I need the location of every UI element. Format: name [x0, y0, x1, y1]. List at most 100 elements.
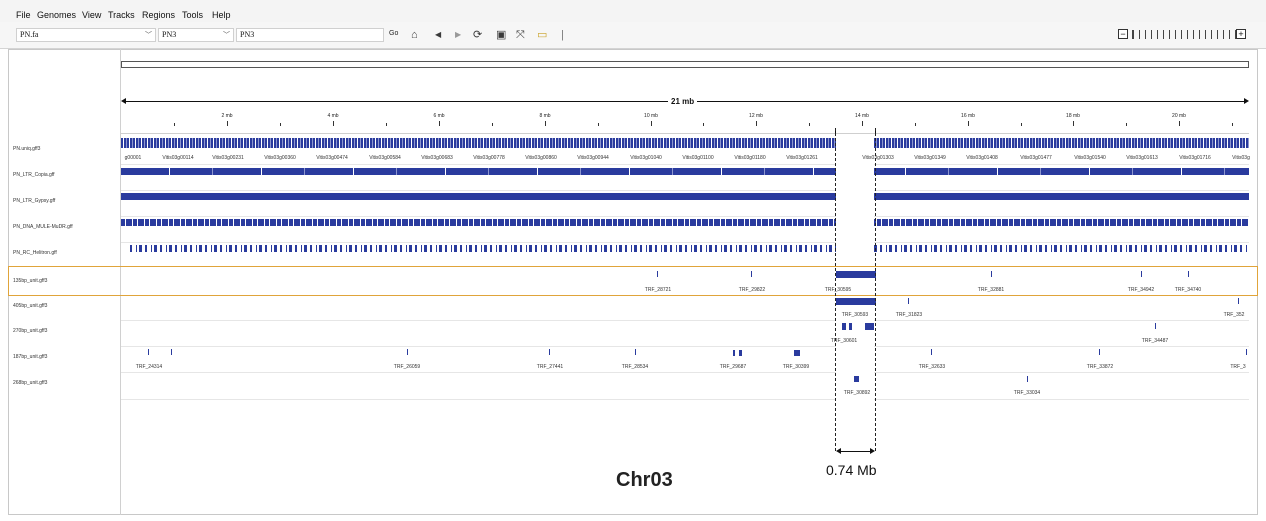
resize-icon[interactable]: ⤧	[516, 29, 525, 41]
track-separator	[121, 320, 1249, 321]
ruler-minor-tick	[1232, 123, 1233, 126]
menu-tracks[interactable]: Tracks	[108, 10, 135, 20]
gene-label: Vitis03g01180	[734, 155, 766, 161]
gene-label: Vitis03g00360	[264, 155, 296, 161]
ruler-tick-label: 14 mb	[855, 113, 869, 119]
chromosome-select[interactable]: PN3 ﹀	[158, 28, 234, 42]
feature-label: TRF_34487	[1141, 338, 1169, 344]
feature-mark[interactable]	[549, 349, 550, 355]
feature-mark[interactable]	[733, 350, 735, 356]
feature-mark[interactable]	[836, 298, 876, 305]
menu-file[interactable]: File	[16, 10, 31, 20]
track-name-ltr-gypsy[interactable]: PN_LTR_Gypsy.gff	[13, 198, 56, 204]
back-icon[interactable]: ◀	[435, 30, 442, 39]
selected-track-highlight	[8, 266, 1258, 296]
feature-mark[interactable]	[1246, 349, 1247, 355]
chromosome-ideogram[interactable]	[121, 61, 1249, 68]
track-ltr-copia-features[interactable]	[121, 168, 1249, 175]
ruler-tick-label: 20 mb	[1172, 113, 1186, 119]
ruler-tick	[756, 121, 757, 126]
home-icon[interactable]: ⌂	[411, 29, 418, 41]
menu-help[interactable]: Help	[212, 10, 231, 20]
locus-input[interactable]: PN3	[236, 28, 384, 42]
track-name-rc-helitron[interactable]: PN_RC_Helitron.gff	[13, 250, 57, 256]
feature-mark[interactable]	[931, 349, 932, 355]
gene-label: Vitis03g01261	[786, 155, 818, 161]
separator-icon: |	[561, 29, 564, 41]
ruler-tick-label: 8 mb	[539, 113, 551, 119]
feature-mark[interactable]	[849, 323, 852, 330]
feature-label: TRF_34740	[1174, 287, 1202, 293]
ruler-arrow-left-icon	[121, 98, 126, 104]
feature-mark[interactable]	[148, 349, 149, 355]
zoom-slider[interactable]	[1132, 30, 1245, 39]
refresh-icon[interactable]: ⟳	[473, 29, 483, 41]
ruler-tick-label: 12 mb	[749, 113, 763, 119]
roi-icon[interactable]: ▣	[496, 29, 507, 41]
track-name-187bp[interactable]: 187bp_unit.gff3	[13, 354, 48, 360]
gene-label: Vitis03g01613	[1126, 155, 1158, 161]
chromosome-label: Chr03	[616, 469, 673, 491]
track-name-405bp[interactable]: 405bp_unit.gff3	[13, 303, 48, 309]
feature-mark[interactable]	[407, 349, 408, 355]
feature-mark[interactable]	[1238, 298, 1239, 304]
feature-label: TRF_29822	[738, 287, 766, 293]
track-name-268bp[interactable]: 268bp_unit.gff3	[13, 380, 48, 386]
feature-mark[interactable]	[657, 271, 658, 277]
zoom-out-icon[interactable]: −	[1118, 29, 1128, 39]
feature-mark[interactable]	[908, 298, 909, 304]
feature-label: TRF_30892	[843, 390, 871, 396]
feature-mark[interactable]	[794, 350, 800, 356]
feature-label: TRF_27441	[536, 364, 564, 370]
feature-label: TRF_24314	[135, 364, 163, 370]
feature-mark[interactable]	[836, 271, 876, 278]
track-rc-helitron-features[interactable]	[130, 245, 1249, 252]
feature-mark[interactable]	[751, 271, 752, 277]
zoom-in-icon[interactable]: +	[1236, 29, 1246, 39]
feature-mark[interactable]	[1188, 271, 1189, 277]
track-dna-mule-features[interactable]	[121, 219, 1249, 226]
track-separator	[121, 346, 1249, 347]
chevron-down-icon: ﹀	[223, 31, 230, 39]
feature-label: TRF_30595	[824, 287, 852, 293]
feature-mark[interactable]	[1027, 376, 1028, 382]
feature-mark[interactable]	[739, 350, 742, 356]
gene-label: Vitis03g01100	[682, 155, 714, 161]
feature-mark[interactable]	[635, 349, 636, 355]
feature-mark[interactable]	[1141, 271, 1142, 277]
ruler-tick	[968, 121, 969, 126]
menu-regions[interactable]: Regions	[142, 10, 176, 20]
feature-mark[interactable]	[842, 323, 846, 330]
menu-tools[interactable]: Tools	[182, 10, 204, 20]
gene-label: g00001	[124, 155, 142, 161]
gene-label: Vitis03g01040	[630, 155, 662, 161]
feature-label: TRF_32881	[977, 287, 1005, 293]
menu-genomes[interactable]: Genomes	[37, 10, 77, 20]
gene-label: Vitis03g00683	[421, 155, 453, 161]
popup-info-icon[interactable]: ▭	[537, 29, 548, 41]
ruler-tick	[862, 121, 863, 126]
feature-mark[interactable]	[171, 349, 172, 355]
gene-label: Vitis03g00584	[369, 155, 401, 161]
ruler-minor-tick	[386, 123, 387, 126]
feature-mark[interactable]	[1155, 323, 1156, 329]
feature-label: TRF_28534	[621, 364, 649, 370]
track-name-270bp[interactable]: 270bp_unit.gff3	[13, 328, 48, 334]
ruler-minor-tick	[280, 123, 281, 126]
genome-select[interactable]: PN.fa ﹀	[16, 28, 156, 42]
menu-view[interactable]: View	[82, 10, 102, 20]
track-name-genes[interactable]: PN.uniq.gff3	[13, 146, 41, 152]
locus-input-value: PN3	[240, 30, 255, 39]
ruler-tick	[651, 121, 652, 126]
track-name-135bp[interactable]: 135bp_unit.gff3	[13, 278, 48, 284]
track-ltr-gypsy-features[interactable]	[121, 193, 1249, 200]
feature-mark[interactable]	[1099, 349, 1100, 355]
go-button[interactable]: Go	[389, 30, 399, 37]
track-genes-features[interactable]	[121, 138, 1249, 148]
feature-mark[interactable]	[865, 323, 874, 330]
track-name-dna-mule[interactable]: PN_DNA_MULE-MuDR.gff	[13, 224, 73, 230]
feature-mark[interactable]	[854, 376, 859, 382]
forward-icon[interactable]: ▶	[455, 30, 462, 39]
feature-mark[interactable]	[991, 271, 992, 277]
track-name-ltr-copia[interactable]: PN_LTR_Copia.gff	[13, 172, 55, 178]
